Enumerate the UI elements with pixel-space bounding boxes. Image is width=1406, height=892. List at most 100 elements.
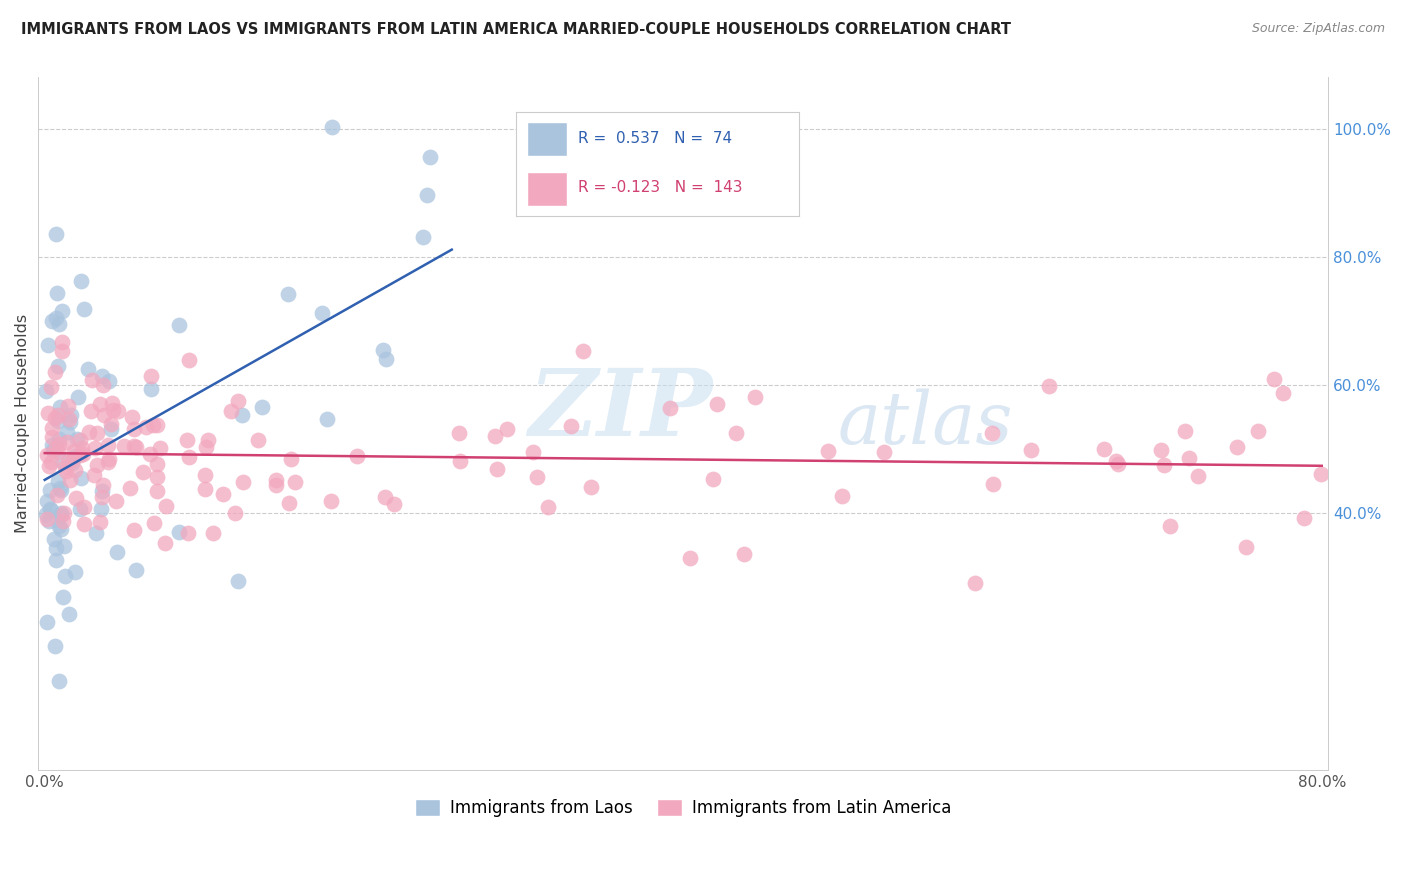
Point (725, 425, 748, 440)
Point (65, 491, 87, 505)
Point (49, 482, 72, 496)
Point (139, 382, 162, 396)
Point (41, 430, 63, 444)
Point (195, 440, 218, 454)
Point (77, 362, 100, 376)
Point (55, 465, 77, 479)
Point (1107, 457, 1129, 471)
Point (63, 463, 86, 477)
Point (46, 359, 69, 374)
Point (91, 477, 114, 491)
Point (560, 419, 582, 434)
Point (1019, 443, 1042, 458)
Point (1226, 440, 1249, 454)
Point (63, 449, 86, 463)
Point (744, 390, 766, 404)
Point (91, 368, 114, 383)
Point (63, 444, 86, 458)
Point (284, 475, 307, 489)
Point (48, 437, 70, 451)
Point (1105, 454, 1128, 468)
Point (58, 607, 80, 622)
Point (41, 313, 63, 327)
Point (122, 422, 145, 436)
Point (1247, 424, 1270, 438)
Point (447, 426, 470, 441)
Point (132, 466, 155, 480)
Text: IMMIGRANTS FROM LAOS VS IMMIGRANTS FROM LATIN AMERICA MARRIED-COUPLE HOUSEHOLDS : IMMIGRANTS FROM LAOS VS IMMIGRANTS FROM … (21, 22, 1011, 37)
Point (52, 591, 75, 605)
Point (146, 457, 169, 471)
Point (42, 532, 65, 546)
Point (382, 497, 405, 511)
Point (679, 551, 702, 566)
Point (70, 274, 93, 288)
Point (177, 353, 200, 368)
Point (59, 473, 82, 487)
Point (346, 449, 368, 463)
Point (146, 470, 169, 484)
Point (37, 512, 59, 526)
Point (41, 421, 63, 435)
Point (59, 415, 82, 429)
Point (41, 455, 63, 469)
Point (197, 433, 219, 447)
Point (122, 439, 145, 453)
Point (70, 471, 93, 485)
Point (48, 673, 70, 688)
Point (981, 477, 1004, 491)
Point (51, 508, 73, 522)
Point (53, 460, 76, 475)
Point (46, 286, 69, 301)
Point (100, 422, 122, 436)
Point (91, 483, 114, 498)
Point (53, 568, 76, 582)
Point (167, 524, 190, 539)
Point (319, 493, 342, 508)
Point (149, 442, 172, 456)
Point (38, 514, 60, 528)
Point (45, 441, 67, 455)
Point (280, 451, 302, 466)
Point (264, 473, 287, 487)
Point (104, 493, 127, 508)
Point (1159, 518, 1181, 533)
Point (105, 545, 128, 559)
Point (91, 490, 114, 504)
Point (1038, 379, 1060, 393)
Point (58, 455, 80, 469)
Point (232, 475, 254, 489)
Point (37, 406, 59, 420)
Point (817, 444, 839, 458)
Point (45, 310, 67, 325)
Point (266, 478, 288, 492)
Point (44, 411, 66, 425)
Point (571, 343, 593, 358)
Point (46, 445, 69, 459)
Point (177, 450, 200, 465)
Point (1092, 442, 1115, 457)
Point (419, 150, 441, 164)
Point (1292, 511, 1315, 525)
Point (41, 438, 63, 452)
Point (35, 615, 58, 629)
Point (107, 404, 129, 418)
Point (89, 516, 111, 530)
Point (496, 422, 519, 436)
Point (69, 433, 91, 447)
Point (176, 433, 198, 447)
Point (77, 425, 100, 439)
Point (55, 434, 77, 449)
Point (60, 408, 83, 422)
Point (212, 487, 235, 501)
Point (101, 403, 124, 417)
Point (35, 448, 58, 462)
Point (142, 417, 165, 432)
Point (48, 433, 70, 447)
Point (221, 404, 243, 418)
Point (141, 368, 163, 383)
Point (65, 565, 87, 579)
Point (873, 444, 896, 458)
Point (146, 483, 169, 498)
Point (167, 318, 190, 333)
